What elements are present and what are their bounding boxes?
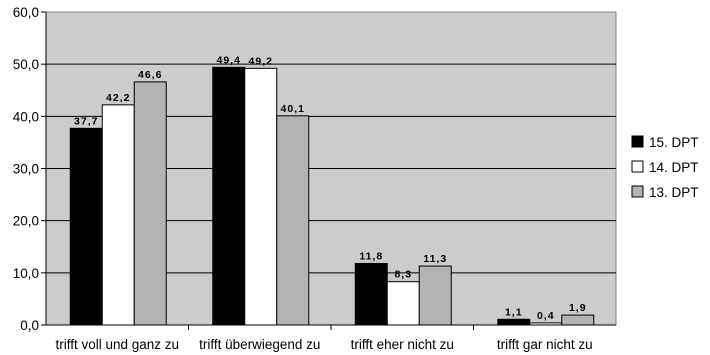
data-label: 1,1 (505, 306, 523, 318)
x-category-label: trifft gar nicht zu (497, 337, 593, 352)
bar (101, 104, 135, 326)
bar (418, 265, 452, 326)
legend-label: 13. DPT (649, 185, 699, 200)
y-tick-label: 20,0 (13, 214, 39, 229)
bar (497, 318, 531, 326)
data-label: 49,4 (217, 54, 241, 66)
bars (69, 66, 595, 326)
bar (212, 66, 246, 326)
bar (133, 81, 167, 326)
data-label: 49,2 (249, 55, 273, 67)
data-label: 1,9 (569, 302, 587, 314)
y-tick-label: 60,0 (13, 5, 39, 20)
y-tick-label: 50,0 (13, 57, 39, 72)
x-category-label: trifft überwiegend zu (199, 337, 320, 352)
data-label: 8,3 (394, 269, 412, 281)
bar (244, 67, 278, 326)
bar (561, 314, 595, 326)
legend-label: 14. DPT (649, 160, 699, 175)
data-label: 37,7 (74, 115, 98, 127)
x-axis-labels: trifft voll und ganz zu trifft überwiegen… (55, 325, 593, 352)
data-label: 46,6 (138, 69, 162, 81)
legend: 15. DPT 14. DPT 13. DPT (631, 135, 699, 200)
bar (276, 115, 310, 326)
data-label: 40,1 (281, 103, 305, 115)
y-tick-label: 40,0 (13, 109, 39, 124)
data-label: 0,4 (537, 310, 555, 322)
bar (354, 262, 388, 326)
x-category-label: trifft voll und ganz zu (55, 337, 179, 352)
y-tick-label: 0,0 (20, 318, 39, 333)
data-label: 11,8 (359, 250, 383, 262)
data-label: 11,3 (423, 253, 447, 265)
bar (386, 281, 420, 326)
legend-swatch (631, 135, 644, 148)
legend-swatch (631, 160, 644, 173)
data-label: 42,2 (106, 92, 130, 104)
legend-swatch (631, 185, 644, 198)
y-axis-ticks: 0,0 10,0 20,0 30,0 40,0 50,0 60,0 (13, 5, 46, 333)
x-category-label: trifft eher nicht zu (351, 337, 454, 352)
bar (69, 127, 103, 326)
data-labels: 37,7 42,2 46,6 49,4 49,2 40,1 11,8 8,3 11,3 1,1 0,… (74, 54, 587, 322)
y-tick-label: 10,0 (13, 266, 39, 281)
legend-label: 15. DPT (649, 135, 699, 150)
y-tick-label: 30,0 (13, 162, 39, 177)
